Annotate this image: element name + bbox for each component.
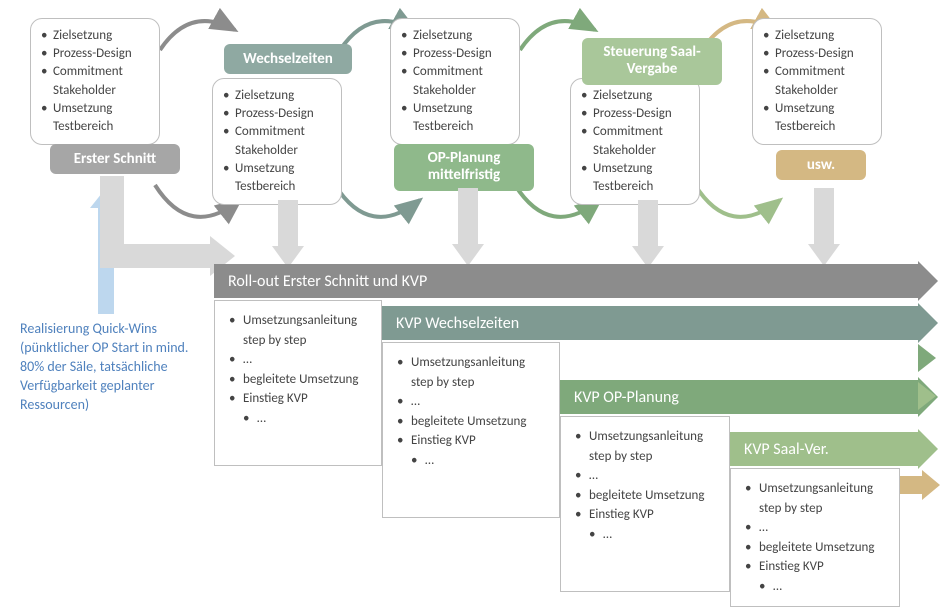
phase-box-5: ZielsetzungProzess-DesignCommitment Stak… bbox=[752, 18, 882, 145]
phase-bullet: Prozess-Design bbox=[223, 105, 331, 123]
rollout-arrow: Roll-out Erster Schnitt und KVP bbox=[214, 264, 918, 298]
kvp-item: … bbox=[229, 409, 367, 429]
badge-label: Erster Schnitt bbox=[74, 150, 157, 168]
kvp-box-3: Umsetzungs­anleitung step by step…beglei… bbox=[560, 416, 730, 592]
badge-label: usw. bbox=[807, 156, 835, 174]
kvp-box-1: Umsetzungs­anleitung step by step…beglei… bbox=[214, 300, 382, 466]
kvp-item: Einstieg KVP bbox=[229, 389, 367, 409]
kvp-item: Umsetzungs­anleitung step by step bbox=[575, 427, 715, 466]
phase-bullet: Commitment Stakeholder bbox=[581, 123, 689, 159]
phase-bullet: Zielsetzung bbox=[41, 27, 149, 45]
chevron-icon bbox=[918, 382, 936, 410]
phase-bullet: Zielsetzung bbox=[223, 87, 331, 105]
chevron-icon bbox=[918, 434, 936, 462]
kvp-item: Umsetzungs­anleitung step by step bbox=[229, 311, 367, 350]
kvp-item: Umsetzungs­anleitung step by step bbox=[397, 353, 545, 392]
phase-bullet: Commitment Stakeholder bbox=[41, 63, 149, 99]
kvp-item: Einstieg KVP bbox=[745, 557, 885, 577]
gray-arrow-v-4 bbox=[808, 188, 840, 268]
kvp-box-4: Umsetzungs­anleitung step by step…beglei… bbox=[730, 468, 900, 607]
kvp-item: … bbox=[229, 350, 367, 370]
phase-bullet: Commitment Stakeholder bbox=[401, 63, 509, 99]
gray-arrow-v-2 bbox=[452, 188, 484, 268]
kvp-box-2: Umsetzungs­anleitung step by step…beglei… bbox=[382, 342, 560, 518]
phase-bullet: Prozess-Design bbox=[581, 105, 689, 123]
phase-bullet: Umsetzung Testbereich bbox=[401, 100, 509, 136]
kvp-item: begleitete Umsetzung bbox=[397, 412, 545, 432]
phase-box-4: ZielsetzungProzess-DesignCommitment Stak… bbox=[570, 78, 700, 205]
kvp-item: … bbox=[575, 466, 715, 486]
kvp-item: begleitete Umsetzung bbox=[575, 486, 715, 506]
phase-bullet: Prozess-Design bbox=[401, 45, 509, 63]
badge-steuerung: Steuerung Saal-Vergabe bbox=[582, 38, 722, 85]
badge-wechselzeiten: Wechselzeiten bbox=[224, 44, 352, 74]
phase-bullet: Zielsetzung bbox=[581, 87, 689, 105]
gray-arrow-v-1 bbox=[272, 200, 304, 270]
kvp-wechselzeiten-arrow: KVP Wechselzeiten bbox=[382, 306, 918, 340]
phase-bullet: Umsetzung Testbereich bbox=[763, 100, 871, 136]
curve-down-4 bbox=[685, 180, 795, 250]
arrow-label: KVP Wechselzeiten bbox=[396, 314, 519, 333]
kvp-item: … bbox=[397, 392, 545, 412]
badge-erster-schnitt: Erster Schnitt bbox=[50, 144, 180, 174]
phase-bullet: Commitment Stakeholder bbox=[763, 63, 871, 99]
chevron-icon bbox=[918, 308, 936, 336]
phase-bullet: Zielsetzung bbox=[763, 27, 871, 45]
kvp-item: begleitete Umsetzung bbox=[229, 370, 367, 390]
phase-bullet: Zielsetzung bbox=[401, 27, 509, 45]
quick-wins-text: Realisierung Quick-Wins (pünktlicher OP … bbox=[20, 320, 195, 414]
mini-arrow-tan bbox=[900, 470, 940, 500]
badge-label: Wechselzeiten bbox=[243, 50, 333, 68]
badge-op-planung: OP-Planung mittelfristig bbox=[394, 144, 534, 191]
phase-box-3: ZielsetzungProzess-DesignCommitment Stak… bbox=[390, 18, 520, 145]
gray-arrow-v-3 bbox=[632, 200, 664, 270]
kvp-op-planung-arrow: KVP OP-Planung bbox=[560, 380, 918, 414]
badge-label: Steuerung Saal-Vergabe bbox=[603, 43, 700, 78]
arrow-label: KVP Saal-Ver. bbox=[744, 440, 829, 459]
kvp-item: … bbox=[745, 518, 885, 538]
kvp-item: … bbox=[575, 525, 715, 545]
kvp-item: … bbox=[745, 577, 885, 597]
kvp-item: Einstieg KVP bbox=[397, 431, 545, 451]
kvp-item: begleitete Umsetzung bbox=[745, 538, 885, 558]
phase-bullet: Prozess-Design bbox=[41, 45, 149, 63]
phase-bullet: Commitment Stakeholder bbox=[223, 123, 331, 159]
phase-bullet: Umsetzung Testbereich bbox=[581, 160, 689, 196]
badge-label: OP-Planung mittelfristig bbox=[428, 149, 501, 184]
kvp-saal-arrow: KVP Saal-Ver. bbox=[730, 432, 918, 466]
kvp-item: Umsetzungs­anleitung step by step bbox=[745, 479, 885, 518]
arrow-label: KVP OP-Planung bbox=[574, 388, 679, 407]
arrow-label: Roll-out Erster Schnitt und KVP bbox=[228, 272, 427, 291]
phase-box-1: ZielsetzungProzess-DesignCommitment Stak… bbox=[30, 18, 160, 145]
chevron-icon bbox=[918, 344, 936, 372]
phase-bullet: Prozess-Design bbox=[763, 45, 871, 63]
kvp-item: Einstieg KVP bbox=[575, 505, 715, 525]
phase-bullet: Umsetzung Testbereich bbox=[41, 100, 149, 136]
kvp-item: … bbox=[397, 451, 545, 471]
badge-usw: usw. bbox=[776, 150, 866, 180]
